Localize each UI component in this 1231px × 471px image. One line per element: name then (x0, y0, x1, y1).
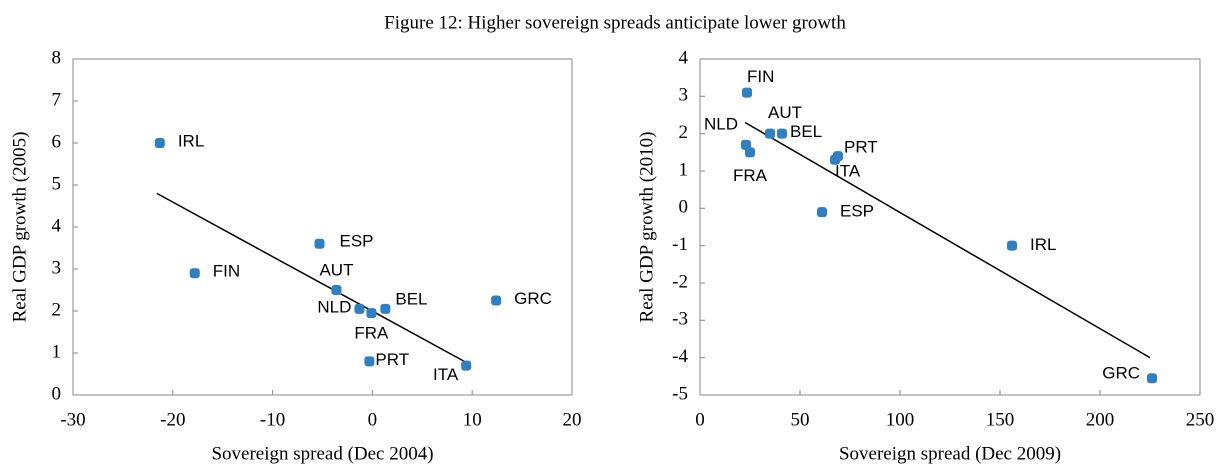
trendline (156, 192, 469, 365)
y-tick-label: 3 (52, 257, 62, 278)
point (366, 308, 377, 319)
y-tick-label: -5 (672, 383, 688, 404)
x-tick-label: 0 (695, 409, 705, 430)
point-label: FRA (733, 166, 768, 185)
point (491, 295, 502, 306)
point (817, 207, 827, 218)
point-label: FRA (354, 324, 389, 343)
y-tick-label: 2 (679, 122, 689, 143)
y-tick-label: -2 (672, 271, 688, 292)
point (765, 128, 775, 139)
y-tick-label: 1 (52, 341, 62, 362)
x-axis-label: Sovereign spread (Dec 2009) (839, 443, 1061, 464)
point (745, 147, 755, 158)
x-tick-label: 20 (563, 409, 582, 430)
y-tick-label: 7 (52, 89, 62, 110)
figure-title: Figure 12: Higher sovereign spreads anti… (384, 12, 846, 33)
point (154, 138, 165, 148)
y-tick-label: -4 (672, 346, 688, 367)
point-label: AUT (319, 260, 353, 279)
y-tick-label: 1 (679, 159, 689, 180)
x-tick-label: -30 (60, 409, 85, 430)
x-tick-label: -20 (160, 409, 185, 430)
point-label: ESP (340, 231, 374, 250)
point-label: BEL (790, 122, 822, 141)
y-tick-label: 6 (52, 131, 62, 152)
y-tick-label: 4 (52, 215, 62, 236)
point (777, 128, 787, 139)
y-tick-label: 2 (52, 299, 62, 320)
point (830, 154, 840, 165)
point-label: ESP (840, 202, 874, 221)
point (461, 360, 472, 371)
y-axis-label: Real GDP growth (2005) (9, 132, 30, 323)
y-tick-label: 0 (52, 383, 62, 404)
point-label: IRL (1030, 235, 1056, 254)
x-tick-label: 10 (463, 409, 482, 430)
plot-frame (699, 58, 1201, 396)
x-tick-label: 0 (368, 409, 378, 430)
x-tick-label: 150 (986, 409, 1015, 430)
y-tick-label: 3 (679, 85, 689, 106)
y-tick-label: 4 (679, 47, 689, 68)
y-tick-label: 8 (52, 47, 62, 68)
point-label: ITA (433, 365, 459, 384)
point (1007, 240, 1017, 251)
point-label: GRC (1102, 364, 1140, 383)
y-tick-label: 0 (679, 197, 689, 218)
x-tick-label: -10 (260, 409, 285, 430)
x-tick-label: 50 (791, 409, 810, 430)
point (742, 87, 752, 98)
point-label: AUT (768, 103, 802, 122)
point-label: IRL (178, 131, 204, 150)
x-tick-label: 250 (1186, 409, 1215, 430)
point (364, 356, 375, 367)
point-label: GRC (514, 289, 552, 308)
point-label: PRT (375, 350, 409, 369)
plot-frame (72, 58, 573, 396)
point (331, 285, 342, 295)
x-tick-label: 100 (886, 409, 915, 430)
point-label: ITA (835, 161, 861, 180)
point-label: NLD (317, 297, 351, 316)
point-label: NLD (704, 114, 738, 133)
point (380, 303, 391, 314)
point (354, 303, 365, 314)
y-axis-label: Real GDP growth (2010) (636, 132, 657, 323)
point (189, 268, 200, 279)
y-tick-label: 5 (52, 173, 62, 194)
trendline (744, 121, 1151, 359)
point-label: FIN (213, 262, 240, 281)
point (1147, 373, 1157, 384)
y-tick-label: -3 (672, 309, 688, 330)
point-label: BEL (395, 289, 427, 308)
point-label: PRT (844, 138, 878, 157)
y-tick-label: -1 (672, 234, 688, 255)
x-tick-label: 200 (1086, 409, 1115, 430)
x-axis-label: Sovereign spread (Dec 2004) (211, 443, 433, 464)
point-label: FIN (747, 67, 774, 86)
point (314, 238, 325, 249)
